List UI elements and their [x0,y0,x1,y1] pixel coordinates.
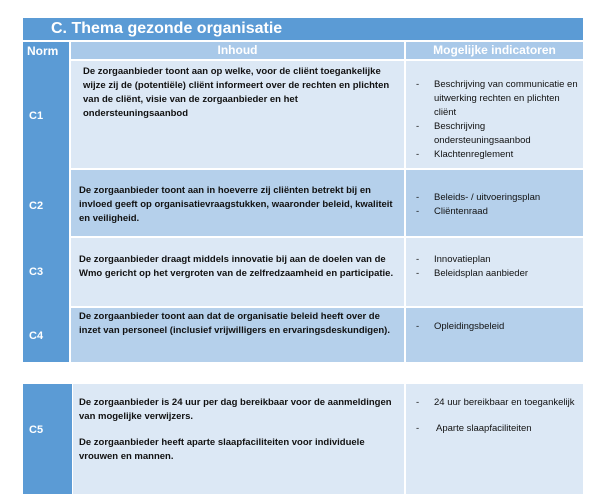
indicator-item: 24 uur bereikbaar en toegankelijk [406,396,583,410]
row-c4-indicatoren: Opleidingsbeleid [406,308,583,362]
indicator-item: Opleidingsbeleid [406,320,583,334]
norm-c2: C2 [29,200,44,212]
header-indicatoren: Mogelijke indicatoren [406,42,583,59]
indicator-item: Beschrijving ondersteuningsaanbod [406,120,583,148]
row-c2-indicatoren: Beleids- / uitvoeringsplanCliëntenraad [406,170,583,236]
indicator-item: Beleidsplan aanbieder [406,267,583,281]
norm-column: Norm C1 C2 C3 C4 [23,42,69,362]
norm-column-c5: C5 [23,384,72,494]
inhoud-text: De zorgaanbieder heeft aparte slaapfacil… [79,437,365,462]
inhoud-text: De zorgaanbieder draagt middels innovati… [79,254,394,279]
norm-c1: C1 [29,110,44,122]
row-c5-inhoud: De zorgaanbieder is 24 uur per dag berei… [73,384,404,494]
header-inhoud: Inhoud [71,42,404,59]
indicator-item: Innovatieplan [406,253,583,267]
row-c4-inhoud: De zorgaanbieder toont aan dat de organi… [71,308,404,362]
inhoud-text: De zorgaanbieder toont aan op welke, voo… [83,66,390,119]
inhoud-text: De zorgaanbieder toont aan in hoeverre z… [79,185,393,224]
inhoud-text: De zorgaanbieder toont aan dat de organi… [79,311,390,336]
row-c5-indicatoren: 24 uur bereikbaar en toegankelijk Aparte … [406,384,583,494]
row-c1-indicatoren: Beschrijving van communicatie en uitwerk… [406,61,583,168]
indicator-item: Beschrijving van communicatie en uitwerk… [406,78,583,120]
inhoud-text: De zorgaanbieder is 24 uur per dag berei… [79,397,392,422]
norm-c3: C3 [29,266,44,278]
norm-c5: C5 [29,424,44,436]
norm-c4: C4 [29,330,44,342]
row-c1-inhoud: De zorgaanbieder toont aan op welke, voo… [71,61,404,168]
indicator-item: Cliëntenraad [406,205,583,219]
row-c3-indicatoren: InnovatieplanBeleidsplan aanbieder [406,238,583,306]
row-c2-inhoud: De zorgaanbieder toont aan in hoeverre z… [71,170,404,236]
indicator-item: Beleids- / uitvoeringsplan [406,191,583,205]
indicator-item: Aparte slaapfaciliteiten [406,422,583,436]
row-c3-inhoud: De zorgaanbieder draagt middels innovati… [71,238,404,306]
section-title: C. Thema gezonde organisatie [23,18,583,40]
indicator-item: Klachtenreglement [406,148,583,162]
header-norm: Norm [27,44,59,58]
